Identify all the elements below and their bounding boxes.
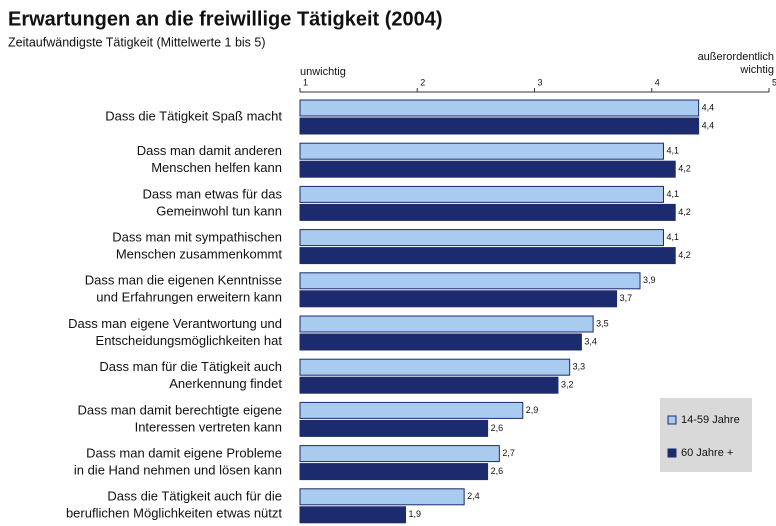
x-tick-label: 4 bbox=[655, 77, 660, 87]
category-label: Gemeinwohl tun kann bbox=[156, 203, 282, 218]
bar bbox=[299, 142, 664, 160]
value-label: 3,7 bbox=[620, 293, 633, 303]
category-label: in die Hand nehmen und lösen kann bbox=[74, 463, 282, 478]
bar bbox=[299, 506, 407, 524]
bar bbox=[299, 117, 700, 135]
value-label: 2,7 bbox=[502, 448, 515, 458]
category-label: Dass man damit berechtigte eigene bbox=[77, 402, 282, 417]
axis-low-label: unwichtig bbox=[300, 66, 346, 78]
value-label: 4,1 bbox=[666, 232, 679, 242]
bar bbox=[299, 463, 489, 481]
axis-high-label: außerordentlich bbox=[698, 51, 774, 63]
legend-swatch bbox=[667, 448, 677, 458]
value-label: 4,2 bbox=[678, 207, 691, 217]
bar bbox=[299, 315, 594, 333]
category-label: Anerkennung findet bbox=[169, 376, 282, 391]
category-label: Dass man mit sympathischen bbox=[112, 230, 282, 245]
category-label: Menschen helfen kann bbox=[151, 160, 282, 175]
x-tick-label: 3 bbox=[538, 77, 543, 87]
category-label: Dass man etwas für das bbox=[143, 186, 283, 201]
bar bbox=[299, 376, 559, 394]
bar bbox=[299, 203, 676, 221]
category-label: und Erfahrungen erweitern kann bbox=[96, 290, 282, 305]
chart-subtitle: Zeitaufwändigste Tätigkeit (Mittelwerte … bbox=[8, 35, 266, 49]
value-label: 4,2 bbox=[678, 164, 691, 174]
axis-high-label: wichtig bbox=[739, 64, 774, 76]
category-label: Dass die Tätigkeit auch für die bbox=[107, 489, 282, 504]
legend-box bbox=[660, 398, 752, 472]
value-label: 2,6 bbox=[491, 466, 504, 476]
bar bbox=[299, 445, 500, 463]
x-tick-label: 5 bbox=[772, 77, 776, 87]
bar bbox=[299, 185, 664, 203]
category-label: Dass die Tätigkeit Spaß macht bbox=[105, 108, 282, 123]
bar bbox=[299, 419, 489, 437]
bar bbox=[299, 229, 664, 247]
legend-label: 60 Jahre + bbox=[681, 447, 733, 459]
legend-label: 14-59 Jahre bbox=[681, 414, 740, 426]
value-label: 3,5 bbox=[596, 318, 609, 328]
category-label: Dass man für die Tätigkeit auch bbox=[99, 359, 282, 374]
bar bbox=[299, 488, 465, 506]
bar bbox=[299, 401, 524, 419]
value-label: 4,1 bbox=[666, 146, 679, 156]
value-label: 4,4 bbox=[702, 102, 715, 112]
category-label: Dass man die eigenen Kenntnisse bbox=[85, 273, 282, 288]
value-label: 3,9 bbox=[643, 275, 656, 285]
bar bbox=[299, 99, 700, 117]
bar bbox=[299, 247, 676, 265]
bar bbox=[299, 358, 571, 376]
value-label: 2,4 bbox=[467, 491, 480, 501]
value-label: 3,2 bbox=[561, 380, 574, 390]
value-label: 1,9 bbox=[409, 509, 422, 519]
category-label: Dass man damit anderen bbox=[137, 143, 282, 158]
bar bbox=[299, 272, 641, 290]
category-label: Dass man damit eigene Probleme bbox=[86, 446, 282, 461]
x-tick-label: 2 bbox=[420, 77, 425, 87]
category-label: beruflichen Möglichkeiten etwas nützt bbox=[66, 506, 282, 521]
chart-title: Erwartungen an die freiwillige Tätigkeit… bbox=[8, 8, 443, 30]
value-label: 3,3 bbox=[573, 362, 586, 372]
value-label: 3,4 bbox=[584, 336, 597, 346]
x-tick-label: 1 bbox=[303, 77, 308, 87]
bar bbox=[299, 333, 582, 351]
category-label: Menschen zusammenkommt bbox=[116, 247, 283, 262]
category-label: Dass man eigene Verantwortung und bbox=[68, 316, 282, 331]
bar bbox=[299, 160, 676, 178]
bar bbox=[299, 290, 618, 308]
value-label: 4,1 bbox=[666, 189, 679, 199]
value-label: 4,4 bbox=[702, 120, 715, 130]
value-label: 2,6 bbox=[491, 423, 504, 433]
category-label: Entscheidungsmöglichkeiten hat bbox=[96, 333, 283, 348]
legend-swatch bbox=[667, 415, 677, 425]
value-label: 4,2 bbox=[678, 250, 691, 260]
value-label: 2,9 bbox=[526, 405, 539, 415]
category-label: Interessen vertreten kann bbox=[135, 419, 282, 434]
